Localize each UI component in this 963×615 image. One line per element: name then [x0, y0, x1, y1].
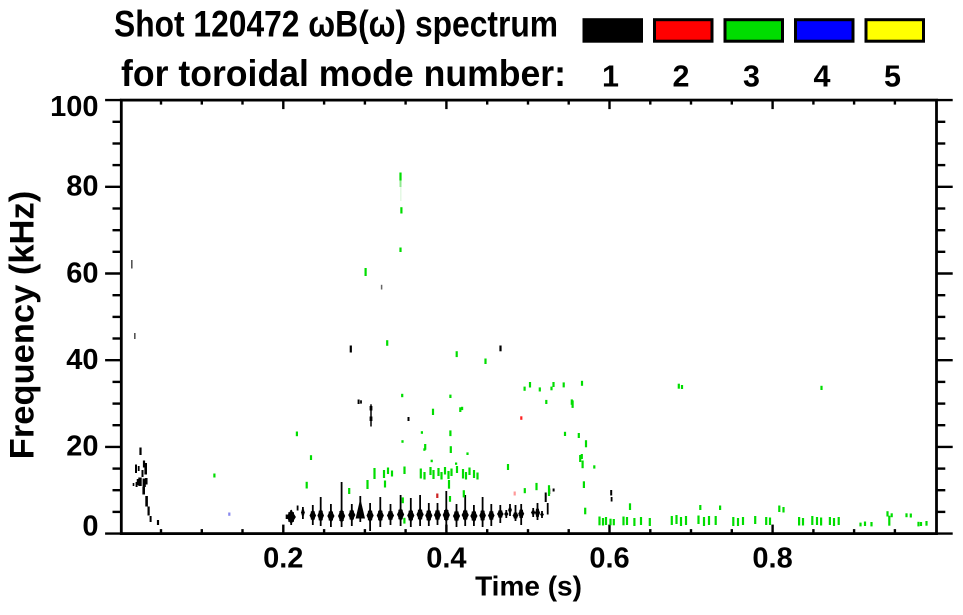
svg-text:40: 40 — [66, 344, 98, 376]
svg-text:3: 3 — [743, 59, 760, 93]
svg-text:0: 0 — [82, 510, 98, 542]
svg-text:100: 100 — [50, 91, 98, 123]
svg-text:80: 80 — [66, 171, 98, 203]
svg-text:4: 4 — [814, 59, 831, 93]
svg-text:for toroidal mode number:: for toroidal mode number: — [121, 52, 566, 94]
svg-text:0.2: 0.2 — [263, 543, 303, 575]
svg-text:Shot 120472 ωB(ω) spectrum: Shot 120472 ωB(ω) spectrum — [114, 2, 558, 44]
svg-text:5: 5 — [884, 59, 901, 93]
svg-text:1: 1 — [602, 59, 619, 93]
svg-text:2: 2 — [673, 59, 690, 93]
svg-text:Frequency (kHz): Frequency (kHz) — [4, 191, 42, 459]
svg-text:0.6: 0.6 — [589, 543, 629, 575]
svg-text:0.4: 0.4 — [426, 543, 466, 575]
svg-text:60: 60 — [66, 257, 98, 289]
svg-text:20: 20 — [66, 431, 98, 463]
svg-text:0.8: 0.8 — [752, 543, 792, 575]
svg-text:Time (s): Time (s) — [475, 571, 582, 602]
